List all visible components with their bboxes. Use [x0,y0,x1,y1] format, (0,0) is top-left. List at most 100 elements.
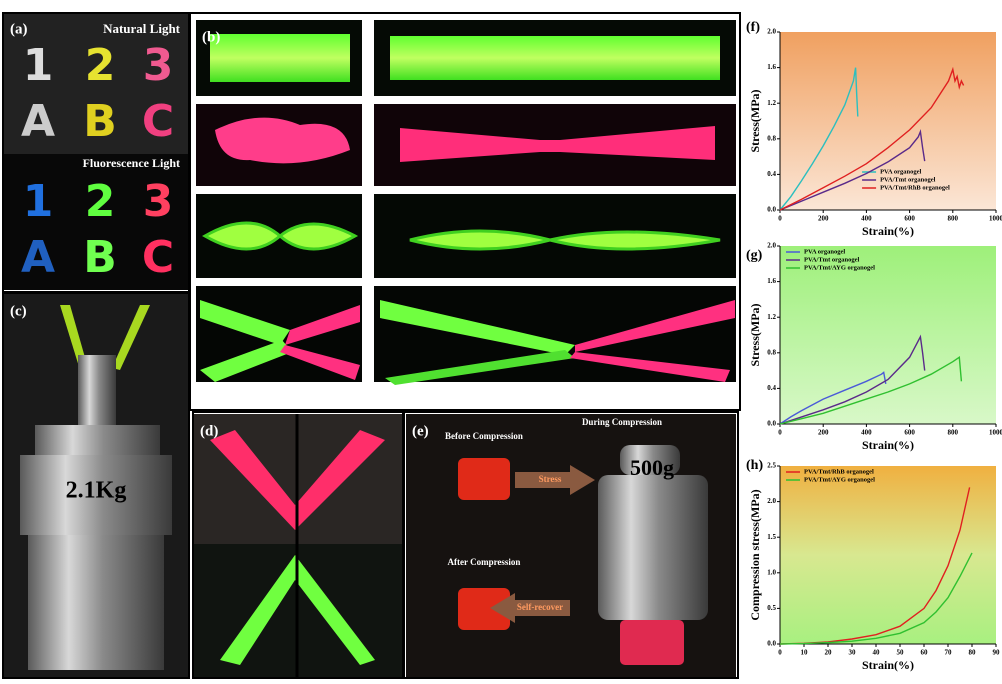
x-axis-label: Strain(%) [862,438,914,452]
legend-label: PVA/Tmt/AYG organogel [804,476,875,483]
y-tick-label: 0.5 [767,604,776,612]
x-tick-label: 0 [778,215,782,223]
x-tick-label: 200 [818,215,829,223]
caption: During Compression [582,417,662,427]
caption: Natural Light [103,21,181,36]
y-axis-label: Stress(MPa) [748,303,762,366]
x-tick-label: 800 [948,215,959,223]
caption: Fluorescence Light [83,156,180,170]
y-axis-label: Stress(MPa) [748,89,762,152]
y-tick-label: 1.5 [767,533,776,541]
y-tick-label: 2.0 [767,242,776,250]
plot-area [780,246,996,424]
y-tick-label: 0.8 [767,348,776,356]
glyph: 1 [23,40,54,91]
series-line [779,356,963,425]
glyph: B [83,96,117,147]
series-line [779,129,926,211]
plot-area [780,466,996,644]
legend-label: PVA/Tmt/RhB organogel [804,468,874,475]
series-line [779,66,965,211]
y-tick-label: 0.0 [767,640,776,648]
panel-c: (c) 2.1Kg [4,294,188,677]
x-tick-label: 70 [945,649,953,657]
x-tick-label: 10 [801,649,809,657]
x-tick-label: 1000 [989,429,1002,437]
glyph: B [83,232,117,283]
x-tick-label: 200 [818,429,829,437]
glyph: 1 [23,176,54,227]
x-tick-label: 400 [861,215,872,223]
y-tick-label: 0.0 [767,206,776,214]
x-tick-label: 400 [861,429,872,437]
glyph: C [142,96,174,147]
x-tick-label: 80 [969,649,977,657]
series-line [779,67,859,211]
glyph: 2 [85,176,116,227]
x-tick-label: 20 [825,649,833,657]
glyph: 3 [143,40,174,91]
panel-label: (a) [10,21,28,37]
legend-label: PVA organogel [880,168,921,175]
glyph: A [21,96,55,147]
legend-label: PVA/Tmt/AYG organogel [804,264,875,271]
panel-label: (c) [10,303,27,319]
y-tick-label: 1.2 [767,99,776,107]
panel-label: (g) [746,248,763,263]
y-tick-label: 1.2 [767,313,776,321]
glyph: A [21,232,55,283]
series-line [779,334,926,425]
y-tick-label: 0.0 [767,420,776,428]
frames [2,12,741,679]
panel-d: (d) [194,414,402,677]
legend-label: PVA organogel [804,248,845,255]
weight-label: 2.1Kg [66,478,127,504]
glyph: 2 [85,40,116,91]
y-tick-label: 2.5 [767,462,776,470]
x-axis-label: Strain(%) [862,224,914,238]
series-line [779,371,887,425]
y-tick-label: 1.6 [767,63,776,71]
x-tick-label: 40 [873,649,881,657]
plot-area [780,32,996,210]
panel-label: (f) [746,20,760,35]
glyph: C [142,232,174,283]
y-tick-label: 0.4 [767,384,776,392]
x-tick-label: 600 [904,215,915,223]
y-tick-label: 0.8 [767,134,776,142]
x-axis-label: Strain(%) [862,658,914,672]
x-tick-label: 0 [778,429,782,437]
panel-a: (a) Natural Light Fluorescence Light 1 2… [4,14,188,290]
legend-label: PVA/Tmt/RhB organogel [880,184,950,191]
panel-label: (h) [746,458,763,473]
caption: After Compression [448,557,521,567]
x-tick-label: 1000 [989,215,1002,223]
weight-label: 500g [630,455,674,480]
y-tick-label: 2.0 [767,28,776,36]
legend-label: PVA/Tmt organogel [804,256,860,263]
y-tick-label: 0.4 [767,170,776,178]
x-tick-label: 800 [948,429,959,437]
x-tick-label: 50 [897,649,905,657]
legend-label: PVA/Tmt organogel [880,176,936,183]
x-tick-label: 90 [993,649,1001,657]
panel-label: (b) [202,29,220,45]
y-tick-label: 1.6 [767,277,776,285]
x-tick-label: 0 [778,649,782,657]
glyph: 3 [143,176,174,227]
y-tick-label: 1.0 [767,568,776,576]
x-tick-label: 30 [849,649,857,657]
y-tick-label: 2.0 [767,497,776,505]
panel-label: (d) [200,423,218,439]
caption: Stress [539,474,562,484]
panel-b: (b) [192,14,738,408]
panel-e: (e) Before Compression During Compressio… [406,414,736,677]
x-tick-label: 60 [921,649,929,657]
x-tick-label: 600 [904,429,915,437]
caption: Before Compression [445,431,523,441]
y-axis-label: Compression stress(MPa) [748,489,762,620]
series-line [779,552,973,645]
caption: Self-recover [517,602,563,612]
panel-label: (e) [412,423,429,439]
